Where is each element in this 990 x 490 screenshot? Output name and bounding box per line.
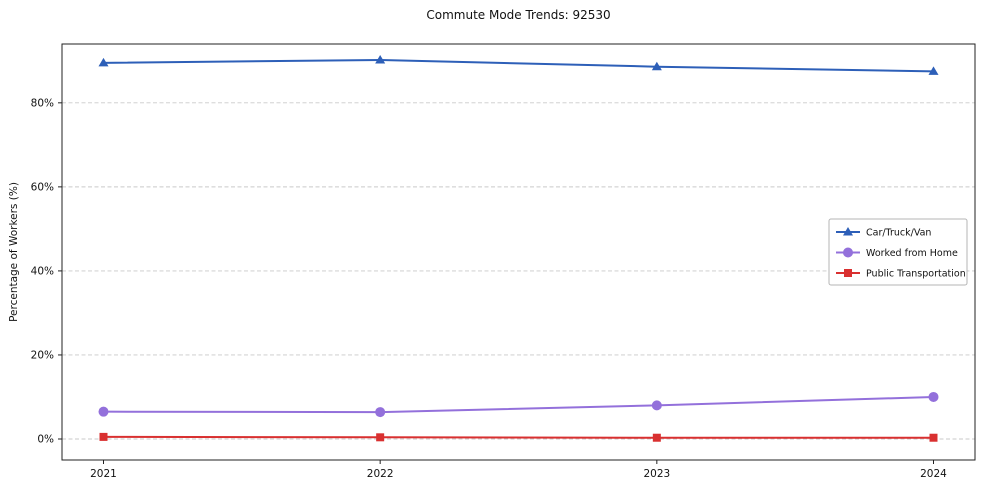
y-tick-label: 60% bbox=[31, 181, 54, 193]
circle-marker bbox=[928, 391, 939, 402]
circle-marker bbox=[375, 407, 386, 418]
circle-marker bbox=[843, 247, 853, 258]
circle-marker bbox=[98, 406, 109, 417]
square-marker bbox=[844, 269, 852, 277]
square-marker bbox=[376, 433, 385, 442]
y-tick-label: 80% bbox=[31, 97, 54, 109]
plot-frame bbox=[61, 43, 976, 461]
x-tick-label: 2023 bbox=[643, 468, 670, 480]
square-marker bbox=[99, 432, 108, 441]
series-line bbox=[102, 58, 935, 73]
triangle-marker bbox=[98, 57, 109, 67]
y-tick-label: 20% bbox=[31, 349, 54, 361]
triangle-marker bbox=[651, 61, 662, 71]
square-marker bbox=[929, 433, 938, 442]
circle-marker bbox=[651, 400, 662, 411]
x-tick-label: 2022 bbox=[367, 468, 394, 480]
series-line bbox=[102, 435, 935, 439]
x-tick-label: 2021 bbox=[90, 468, 117, 480]
triangle-marker bbox=[843, 227, 853, 236]
legend-label: Car/Truck/Van bbox=[866, 228, 931, 239]
square-marker bbox=[652, 433, 661, 442]
x-tick-label: 2024 bbox=[920, 468, 947, 480]
triangle-marker bbox=[375, 54, 386, 64]
legend-label: Public Transportation bbox=[866, 269, 966, 280]
series-line bbox=[102, 395, 935, 414]
legend-box bbox=[828, 218, 968, 286]
y-tick-label: 0% bbox=[37, 433, 54, 445]
y-tick-label: 40% bbox=[31, 265, 54, 277]
triangle-marker bbox=[928, 66, 939, 75]
chart-title: Commute Mode Trends: 92530 bbox=[426, 8, 611, 22]
legend-label: Worked from Home bbox=[866, 248, 958, 259]
